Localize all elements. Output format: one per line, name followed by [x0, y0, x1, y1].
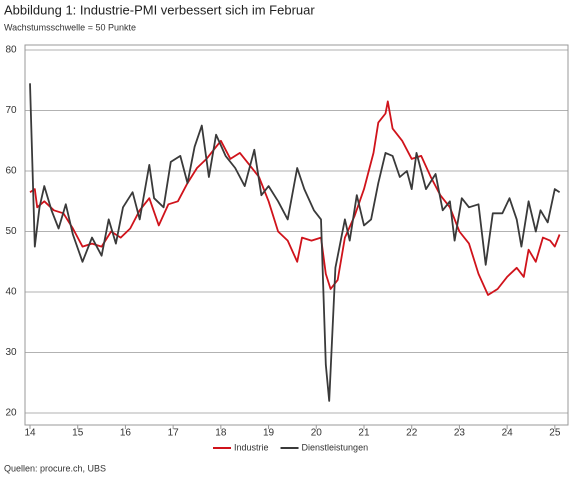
y-tick-label: 20 [5, 408, 17, 419]
source: Quellen: procure.ch, UBS [4, 463, 106, 473]
plot-frame [24, 44, 569, 426]
y-tick-label: 70 [5, 105, 17, 116]
x-tick-label: 22 [406, 428, 418, 439]
x-tick-label: 23 [454, 428, 466, 439]
x-tick-label: 24 [502, 428, 514, 439]
y-tick-label: 40 [5, 287, 17, 298]
chart-subtitle: Wachstumsschwelle = 50 Punkte [4, 22, 136, 32]
x-tick-label: 18 [215, 428, 227, 439]
x-tick-label: 17 [168, 428, 180, 439]
legend-label: Dienstleistungen [302, 442, 369, 452]
x-tick-label: 15 [72, 428, 84, 439]
legend-label: Industrie [234, 442, 269, 452]
line-series [29, 83, 561, 402]
x-tick-label: 25 [549, 428, 561, 439]
x-tick-label: 14 [24, 428, 36, 439]
y-tick-label: 80 [5, 45, 17, 56]
y-tick-label: 60 [5, 166, 17, 177]
x-tick-label: 20 [311, 428, 323, 439]
x-tick-label: 16 [120, 428, 132, 439]
x-tick-label: 21 [358, 428, 370, 439]
chart-title: Abbildung 1: Industrie-PMI verbessert si… [4, 2, 315, 17]
y-tick-label: 50 [5, 226, 17, 237]
line-series [29, 100, 561, 296]
x-tick-label: 19 [263, 428, 275, 439]
y-tick-label: 30 [5, 347, 17, 358]
